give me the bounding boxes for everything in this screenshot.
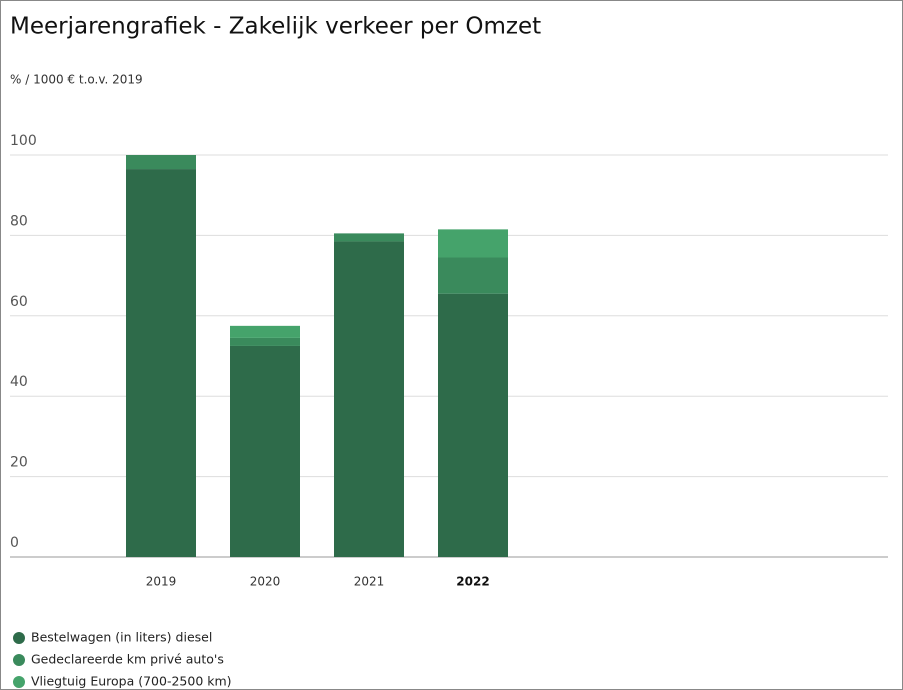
bar-segment — [334, 233, 404, 242]
x-tick-label: 2019 — [146, 575, 177, 589]
legend-label: Bestelwagen (in liters) diesel — [31, 630, 212, 645]
y-tick-label: 40 — [10, 374, 28, 390]
bar-segment — [126, 155, 196, 170]
legend-marker — [13, 654, 25, 666]
legend-label: Vliegtuig Europa (700-2500 km) — [31, 674, 232, 689]
chart-subtitle: % / 1000 € t.o.v. 2019 — [10, 73, 143, 87]
x-tick-label: 2020 — [250, 575, 281, 589]
legend-label: Gedeclareerde km privé auto's — [31, 652, 224, 667]
legend-marker — [13, 632, 25, 644]
bar-segment — [438, 257, 508, 294]
y-tick-label: 60 — [10, 294, 28, 310]
bar-segment — [230, 325, 300, 338]
bar-segment — [230, 345, 300, 557]
y-tick-label: 20 — [10, 455, 28, 471]
legend-marker — [13, 676, 25, 688]
y-tick-label: 100 — [10, 133, 37, 149]
bar-segment — [334, 241, 404, 557]
bar-segment — [126, 169, 196, 557]
bar-segment — [438, 229, 508, 258]
bar-segment — [438, 293, 508, 557]
x-tick-label: 2021 — [354, 575, 385, 589]
y-tick-label: 0 — [10, 535, 19, 551]
y-tick-label: 80 — [10, 213, 28, 229]
x-tick-label: 2022 — [456, 575, 489, 589]
chart-title: Meerjarengrafiek - Zakelijk verkeer per … — [10, 14, 541, 40]
bar-segment — [230, 337, 300, 346]
